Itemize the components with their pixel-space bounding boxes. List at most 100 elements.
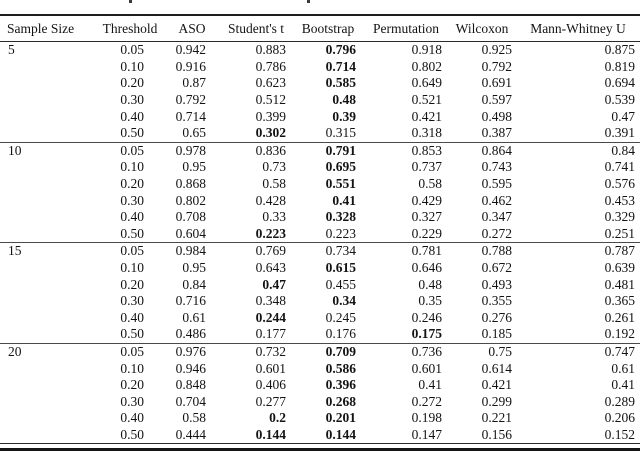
value-cell-wilcoxon: 0.597 xyxy=(481,92,512,108)
value-cell-mann-whitney-u: 0.539 xyxy=(604,92,635,108)
table-header-row: Sample Size Threshold ASO Student's t Bootst… xyxy=(0,15,640,42)
value-cell-permutation: 0.421 xyxy=(411,108,442,124)
value-cell-mann-whitney-u: 0.741 xyxy=(604,159,635,175)
value-cell-mann-whitney-u: 0.261 xyxy=(604,309,635,325)
sample-size-cell xyxy=(0,410,96,427)
sample-size-cell: 15 xyxy=(8,243,22,259)
sample-size-cell xyxy=(0,75,96,92)
value-cell-aso: 0.978 xyxy=(175,142,206,158)
threshold-cell: 0.05 xyxy=(120,243,144,259)
table-row: 0.10 0.916 0.786 0.714 0.802 0.792 0.819 xyxy=(0,59,640,76)
table-header: Sample Size Threshold ASO Student's t Bootst… xyxy=(0,15,640,42)
sample-size-cell xyxy=(0,92,96,109)
value-cell-permutation: 0.58 xyxy=(418,176,442,192)
threshold-cell: 0.20 xyxy=(120,377,144,393)
value-cell-wilcoxon: 0.614 xyxy=(481,360,512,376)
value-cell-student-s-t: 0.399 xyxy=(255,108,286,124)
value-cell-mann-whitney-u: 0.391 xyxy=(604,125,635,141)
value-cell-aso: 0.868 xyxy=(175,176,206,192)
value-cell-student-s-t: 0.512 xyxy=(255,92,286,108)
value-cell-permutation: 0.918 xyxy=(411,42,442,58)
value-cell-mann-whitney-u: 0.47 xyxy=(611,108,635,124)
column-header-student-s-t: Student's t xyxy=(220,15,292,42)
value-cell-aso: 0.716 xyxy=(175,293,206,309)
value-cell-wilcoxon: 0.672 xyxy=(481,260,512,276)
value-cell-bootstrap: 0.695 xyxy=(325,159,356,175)
threshold-cell: 0.20 xyxy=(120,276,144,292)
value-cell-bootstrap: 0.796 xyxy=(325,42,356,58)
value-cell-aso: 0.708 xyxy=(175,209,206,225)
sample-size-group-10: 10 0.05 0.978 0.836 0.791 0.853 0.864 0.84 0.10 0… xyxy=(0,142,640,243)
threshold-cell: 0.30 xyxy=(120,192,144,208)
table-row: 0.30 0.716 0.348 0.34 0.35 0.355 0.365 xyxy=(0,293,640,310)
value-cell-permutation: 0.272 xyxy=(411,393,442,409)
value-cell-aso: 0.984 xyxy=(175,243,206,259)
value-cell-bootstrap: 0.734 xyxy=(325,243,356,259)
threshold-cell: 0.40 xyxy=(120,108,144,124)
value-cell-student-s-t: 0.643 xyxy=(255,260,286,276)
threshold-cell: 0.20 xyxy=(120,75,144,91)
threshold-cell: 0.10 xyxy=(120,58,144,74)
value-cell-mann-whitney-u: 0.453 xyxy=(604,192,635,208)
value-cell-student-s-t: 0.732 xyxy=(255,343,286,359)
value-cell-permutation: 0.521 xyxy=(411,92,442,108)
value-cell-wilcoxon: 0.792 xyxy=(481,58,512,74)
value-cell-permutation: 0.246 xyxy=(411,309,442,325)
value-cell-permutation: 0.229 xyxy=(411,225,442,241)
table-row: 10 0.05 0.978 0.836 0.791 0.853 0.864 0.84 xyxy=(0,142,640,159)
value-cell-bootstrap: 0.245 xyxy=(325,309,356,325)
value-cell-mann-whitney-u: 0.192 xyxy=(604,326,635,342)
value-cell-student-s-t: 0.348 xyxy=(255,293,286,309)
value-cell-student-s-t: 0.223 xyxy=(255,225,286,241)
value-cell-bootstrap: 0.144 xyxy=(325,426,356,442)
value-cell-aso: 0.486 xyxy=(175,326,206,342)
sample-size-group-5: 5 0.05 0.942 0.883 0.796 0.918 0.925 0.875 0.10 0… xyxy=(0,42,640,143)
table-row: 0.30 0.704 0.277 0.268 0.272 0.299 0.289 xyxy=(0,393,640,410)
sample-size-cell: 10 xyxy=(8,142,22,158)
value-cell-aso: 0.61 xyxy=(182,309,206,325)
threshold-cell: 0.05 xyxy=(120,42,144,58)
value-cell-student-s-t: 0.302 xyxy=(255,125,286,141)
value-cell-bootstrap: 0.34 xyxy=(332,293,356,309)
value-cell-aso: 0.946 xyxy=(175,360,206,376)
value-cell-wilcoxon: 0.276 xyxy=(481,309,512,325)
value-cell-aso: 0.704 xyxy=(175,393,206,409)
value-cell-mann-whitney-u: 0.639 xyxy=(604,260,635,276)
value-cell-aso: 0.58 xyxy=(182,410,206,426)
value-cell-wilcoxon: 0.493 xyxy=(481,276,512,292)
value-cell-mann-whitney-u: 0.251 xyxy=(604,225,635,241)
value-cell-mann-whitney-u: 0.41 xyxy=(611,377,635,393)
threshold-cell: 0.50 xyxy=(120,125,144,141)
sample-size-cell xyxy=(0,108,96,125)
value-cell-wilcoxon: 0.75 xyxy=(488,343,512,359)
value-cell-permutation: 0.429 xyxy=(411,192,442,208)
value-cell-aso: 0.976 xyxy=(175,343,206,359)
table-row: 0.50 0.65 0.302 0.315 0.318 0.387 0.391 xyxy=(0,125,640,142)
table-row: 0.20 0.84 0.47 0.455 0.48 0.493 0.481 xyxy=(0,276,640,293)
sample-size-cell xyxy=(0,260,96,277)
value-cell-permutation: 0.327 xyxy=(411,209,442,225)
sample-size-cell xyxy=(0,276,96,293)
value-cell-mann-whitney-u: 0.747 xyxy=(604,343,635,359)
value-cell-permutation: 0.318 xyxy=(411,125,442,141)
sample-size-cell xyxy=(0,226,96,243)
sample-size-cell xyxy=(0,209,96,226)
value-cell-wilcoxon: 0.925 xyxy=(481,42,512,58)
value-cell-mann-whitney-u: 0.481 xyxy=(604,276,635,292)
threshold-cell: 0.10 xyxy=(120,360,144,376)
value-cell-student-s-t: 0.836 xyxy=(255,142,286,158)
value-cell-permutation: 0.736 xyxy=(411,343,442,359)
threshold-cell: 0.30 xyxy=(120,92,144,108)
value-cell-student-s-t: 0.177 xyxy=(255,326,286,342)
value-cell-aso: 0.916 xyxy=(175,58,206,74)
value-cell-bootstrap: 0.48 xyxy=(332,92,356,108)
column-header-threshold: Threshold xyxy=(96,15,164,42)
table-row: 0.50 0.444 0.144 0.144 0.147 0.156 0.152 xyxy=(0,427,640,444)
value-cell-permutation: 0.601 xyxy=(411,360,442,376)
caption-text-fragment xyxy=(307,0,310,3)
value-cell-wilcoxon: 0.462 xyxy=(481,192,512,208)
value-cell-permutation: 0.649 xyxy=(411,75,442,91)
table-row: 0.10 0.95 0.643 0.615 0.646 0.672 0.639 xyxy=(0,260,640,277)
sample-size-cell xyxy=(0,427,96,444)
value-cell-permutation: 0.41 xyxy=(418,377,442,393)
